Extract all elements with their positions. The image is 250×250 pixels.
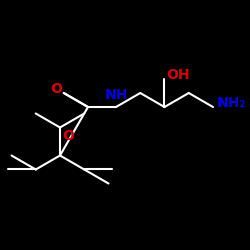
Text: NH₂: NH₂: [216, 96, 246, 110]
Text: NH: NH: [104, 88, 128, 102]
Text: O: O: [50, 82, 62, 96]
Text: O: O: [62, 129, 74, 143]
Text: OH: OH: [167, 68, 190, 82]
